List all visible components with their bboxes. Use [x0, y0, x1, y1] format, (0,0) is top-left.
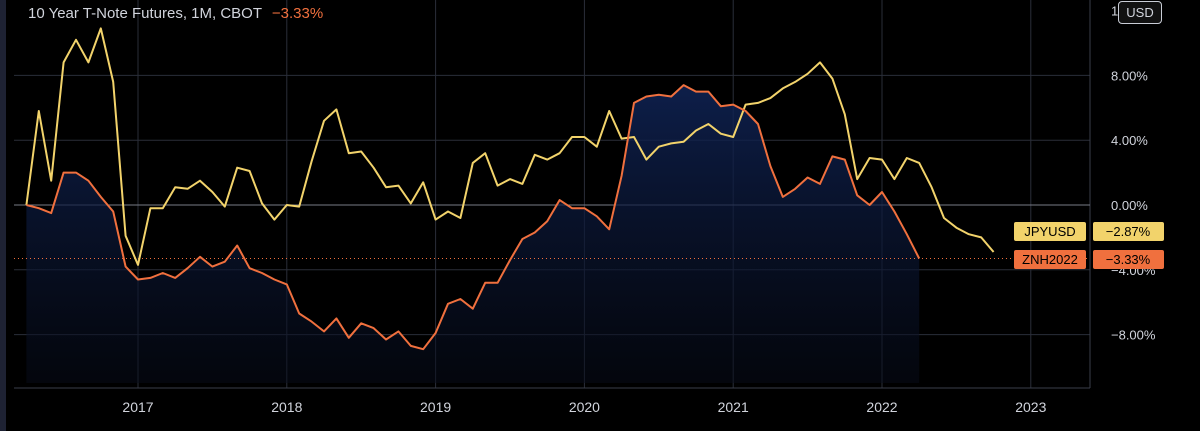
badge-value-bg: [1093, 250, 1164, 269]
series-lines: [25, 27, 995, 351]
x-tick-label: 2019: [420, 399, 451, 415]
badge-value: −3.33%: [1106, 252, 1151, 267]
y-tick-label: 0.00%: [1111, 198, 1148, 213]
x-tick-label: 2018: [271, 399, 302, 415]
x-axis: 2017 2018 2019 2020 2021 2022 2023: [122, 399, 1046, 415]
y-tick-label: −8.00%: [1111, 328, 1156, 343]
header-change: −3.33%: [271, 5, 324, 22]
y-tick-label: 4.00%: [1111, 133, 1148, 148]
jpyusd-line: [25, 27, 995, 266]
x-tick-label: 2022: [866, 399, 897, 415]
badge-name: ZNH2022: [1022, 252, 1078, 267]
badge-name-bg: [1014, 222, 1086, 241]
currency-button[interactable]: USD: [1118, 1, 1162, 24]
x-tick-label: 2023: [1015, 399, 1046, 415]
x-tick-label: 2021: [718, 399, 749, 415]
badge-name: JPYUSD: [1024, 224, 1075, 239]
y-tick-label: 1: [1111, 4, 1118, 19]
znh2022-line: [26, 84, 921, 351]
badge-value: −2.87%: [1106, 224, 1151, 239]
y-tick-label: 8.00%: [1111, 68, 1148, 83]
x-tick-label: 2017: [122, 399, 153, 415]
left-edge: [0, 0, 6, 431]
chart-header: 10 Year T-Note Futures, 1M, CBOT −3.33%: [28, 5, 323, 22]
symbol-title: 10 Year T-Note Futures, 1M, CBOT: [28, 5, 262, 22]
badge-name-bg: [1014, 250, 1086, 269]
x-tick-label: 2020: [569, 399, 600, 415]
area-fill: [14, 85, 1090, 383]
price-badges: JPYUSD −2.87% ZNH2022 −3.33%: [1014, 222, 1164, 269]
y-axis: 18.00%4.00%0.00%−4.00%−8.00%: [1111, 4, 1156, 343]
badge-value-bg: [1093, 222, 1164, 241]
area-under-znh2022: [26, 85, 920, 383]
